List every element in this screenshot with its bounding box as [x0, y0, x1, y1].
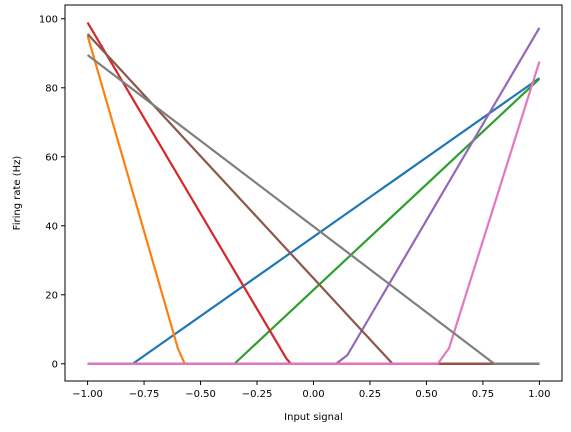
x-axis-ticks: −1.00 −0.75 −0.50 −0.25 0.00 0.25 0.50 0.75 1.00 [72, 381, 551, 400]
x-tick-label: −0.50 [185, 389, 216, 400]
y-tick-label: 60 [45, 152, 58, 163]
y-tick-label: 20 [45, 290, 58, 301]
x-tick-label: 1.00 [528, 389, 550, 400]
x-tick-label: 0.00 [302, 389, 324, 400]
x-tick-label: 0.50 [415, 389, 437, 400]
series-layer [86, 22, 541, 365]
y-axis-label: Firing rate (Hz) [12, 156, 23, 231]
x-tick-label: −1.00 [72, 389, 103, 400]
series-line-8 [86, 54, 540, 365]
x-tick-label: −0.25 [242, 389, 273, 400]
plot-background [65, 5, 562, 381]
plot-frame [64, 4, 563, 382]
series-line-7 [87, 61, 541, 365]
y-tick-label: 40 [45, 221, 58, 232]
y-tick-label: 80 [45, 83, 58, 94]
y-tick-label: 100 [39, 14, 58, 25]
x-axis-label: Input signal [284, 412, 343, 423]
y-tick-label: 0 [52, 359, 58, 370]
x-tick-label: 0.25 [359, 389, 381, 400]
y-axis-ticks: 0 20 40 60 80 100 [39, 14, 65, 370]
x-tick-label: −0.75 [129, 389, 160, 400]
x-tick-label: 0.75 [472, 389, 494, 400]
